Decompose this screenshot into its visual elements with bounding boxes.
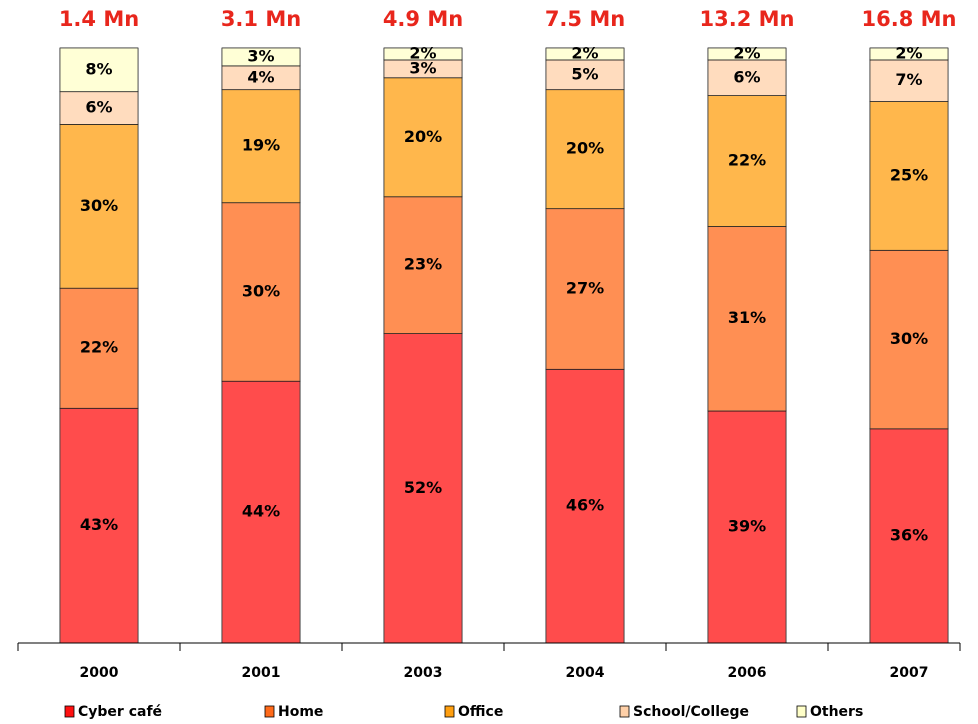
segment-label: 43% bbox=[80, 515, 118, 534]
segment-label: 19% bbox=[242, 136, 280, 155]
segment-label: 6% bbox=[85, 98, 112, 117]
bar-segment bbox=[383, 47, 463, 61]
bar-segment bbox=[707, 59, 787, 97]
total-label: 1.4 Mn bbox=[59, 7, 139, 31]
segment-label: 2% bbox=[733, 43, 760, 62]
total-label: 13.2 Mn bbox=[700, 7, 795, 31]
total-label: 4.9 Mn bbox=[383, 7, 463, 31]
segment-label: 20% bbox=[566, 139, 604, 158]
x-tick-label: 2007 bbox=[890, 665, 929, 681]
segment-label: 2% bbox=[571, 43, 598, 62]
bar-segment bbox=[869, 47, 949, 61]
bar-segment bbox=[59, 91, 139, 125]
segment-label: 22% bbox=[728, 151, 766, 170]
segment-label: 39% bbox=[728, 516, 766, 535]
bar-segment bbox=[707, 47, 787, 61]
total-label: 16.8 Mn bbox=[862, 7, 957, 31]
segment-label: 30% bbox=[890, 329, 928, 348]
legend-swatch bbox=[444, 705, 455, 718]
legend-label: Cyber café bbox=[78, 704, 162, 720]
segment-label: 27% bbox=[566, 278, 604, 297]
bar-segment bbox=[707, 410, 787, 644]
bar-segment bbox=[383, 77, 463, 198]
bar-segment bbox=[59, 47, 139, 93]
segment-label: 3% bbox=[247, 46, 274, 65]
bar-segment bbox=[383, 333, 463, 644]
legend-swatch bbox=[64, 705, 75, 718]
segment-label: 7% bbox=[895, 70, 922, 89]
bar-segment bbox=[221, 380, 301, 644]
legend-label: Home bbox=[278, 704, 323, 720]
legend-swatch bbox=[796, 705, 807, 718]
segment-label: 5% bbox=[571, 64, 598, 83]
segment-label: 23% bbox=[404, 255, 442, 274]
segment-label: 46% bbox=[566, 496, 604, 515]
segment-label: 3% bbox=[409, 58, 436, 77]
segment-label: 4% bbox=[247, 67, 274, 86]
segment-label: 44% bbox=[242, 502, 280, 521]
segment-label: 2% bbox=[409, 43, 436, 62]
legend-swatch bbox=[264, 705, 275, 718]
bar-segment bbox=[869, 101, 949, 251]
total-label: 7.5 Mn bbox=[545, 7, 625, 31]
bar-segment bbox=[545, 59, 625, 91]
bar-segment bbox=[383, 196, 463, 335]
bar-segment bbox=[221, 89, 301, 204]
total-label: 3.1 Mn bbox=[221, 7, 301, 31]
segment-label: 25% bbox=[890, 165, 928, 184]
bar-segment bbox=[221, 202, 301, 382]
bar-segment bbox=[221, 47, 301, 67]
bar-segment bbox=[707, 95, 787, 227]
x-tick-label: 2003 bbox=[404, 665, 443, 681]
segment-label: 30% bbox=[80, 196, 118, 215]
segment-label: 36% bbox=[890, 525, 928, 544]
segment-label: 20% bbox=[404, 127, 442, 146]
segment-label: 30% bbox=[242, 281, 280, 300]
legend-label: School/College bbox=[633, 704, 749, 720]
legend-label: Others bbox=[810, 704, 863, 720]
x-tick-label: 2001 bbox=[242, 665, 281, 681]
legend-swatch bbox=[619, 705, 630, 718]
x-tick-label: 2000 bbox=[80, 665, 119, 681]
segment-label: 8% bbox=[85, 59, 112, 78]
segment-label: 31% bbox=[728, 308, 766, 327]
x-tick-label: 2004 bbox=[566, 665, 605, 681]
segment-label: 2% bbox=[895, 43, 922, 62]
bar-segment bbox=[59, 407, 139, 644]
segment-label: 52% bbox=[404, 478, 442, 497]
bar-segment bbox=[59, 124, 139, 289]
bar-segment bbox=[869, 249, 949, 430]
bar-segment bbox=[545, 368, 625, 644]
legend-label: Office bbox=[458, 704, 503, 720]
bar-segment bbox=[869, 428, 949, 644]
bar-segment bbox=[545, 89, 625, 210]
bar-segment bbox=[545, 47, 625, 61]
segment-label: 6% bbox=[733, 67, 760, 86]
x-tick-label: 2006 bbox=[728, 665, 767, 681]
bar-segment bbox=[869, 59, 949, 102]
segment-label: 22% bbox=[80, 338, 118, 357]
